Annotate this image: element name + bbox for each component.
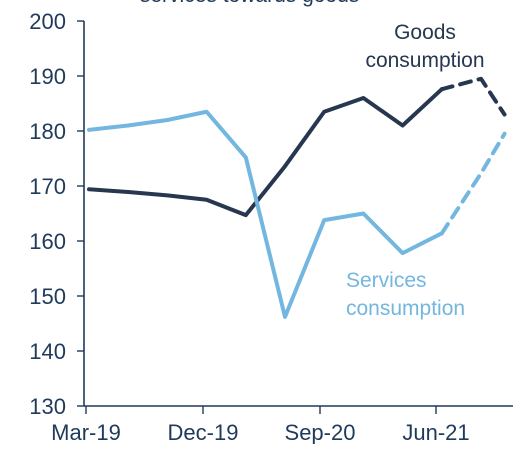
x-tick-label-3: Jun-21 [402,420,469,444]
services-forecast-line [439,131,507,236]
services-label-line-1: consumption [346,297,465,320]
y-tick-label-190: 190 [29,64,66,89]
services-label-line-0: Services [346,269,427,292]
goods-series-label: Goods consumption [365,21,484,72]
y-tick-label-140: 140 [29,339,66,364]
goods-label-line-0: Goods [394,21,456,44]
chart-title-fragment: services towards goods - [140,0,372,7]
y-tick-label-160: 160 [29,229,66,254]
services-series-label: Services consumption [346,269,465,320]
goods-solid-line [87,87,444,218]
goods-label-line-1: consumption [365,49,484,72]
y-tick-label-180: 180 [29,119,66,144]
y-tick-label-150: 150 [29,284,66,309]
x-tick-label-0: Mar-19 [51,420,121,444]
y-tick-label-170: 170 [29,174,66,199]
goods-forecast-line [439,76,507,117]
x-tick-label-1: Dec-19 [168,420,239,444]
x-tick-label-2: Sep-20 [285,420,356,444]
y-tick-label-130: 130 [29,394,66,419]
axis-layer: 130 140 150 160 170 180 190 200 Mar-19 Dec-19 Sep-… [29,9,513,445]
title-layer: services towards goods - [140,0,372,7]
label-layer: Goods consumption Services consumption [346,21,485,320]
y-tick-label-200: 200 [29,9,66,34]
services-solid-line [87,109,444,319]
series-layer [87,76,507,319]
